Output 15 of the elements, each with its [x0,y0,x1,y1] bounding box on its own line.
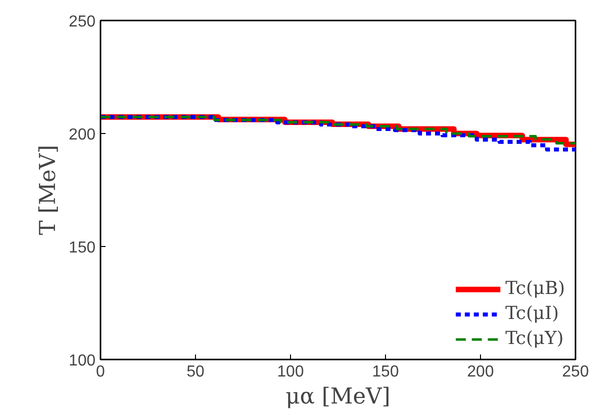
x-tick-label: 50 [186,364,204,380]
x-tick-label: 100 [277,364,304,380]
legend-label: Tc(μY) [505,328,564,349]
y-tick-label: 200 [68,126,96,144]
legend-label: Tc(μB) [505,278,565,299]
y-axis-title: T [MeV] [36,144,61,236]
legend-label: Tc(μI) [505,303,559,324]
x-tick-label: 200 [467,364,494,380]
x-tick-label: 150 [372,364,399,380]
x-axis-title: μα [MeV] [286,384,390,410]
y-tick-label: 150 [68,240,96,256]
y-tick-label: 100 [68,352,96,370]
x-tick-label: 250 [562,364,589,380]
y-tick-label: 250 [68,14,96,30]
x-tick-label: 0 [96,364,106,380]
